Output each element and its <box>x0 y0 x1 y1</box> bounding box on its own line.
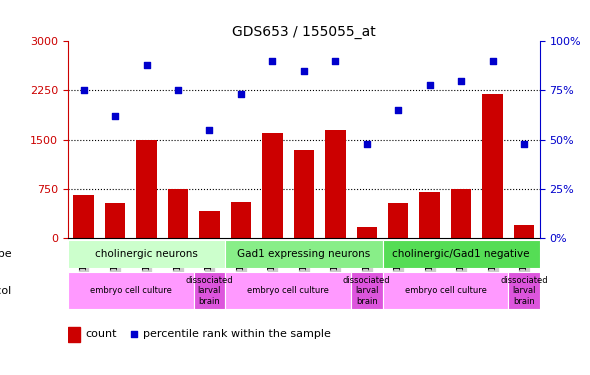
Bar <box>382 272 509 309</box>
Text: embryo cell culture: embryo cell culture <box>247 286 329 295</box>
Text: cholinergic/Gad1 negative: cholinergic/Gad1 negative <box>392 249 530 259</box>
Bar <box>194 272 225 309</box>
Title: GDS653 / 155055_at: GDS653 / 155055_at <box>232 25 376 39</box>
Bar <box>294 150 314 238</box>
Bar <box>382 240 540 268</box>
Bar <box>68 272 194 309</box>
Bar <box>351 272 382 309</box>
Bar <box>356 226 377 238</box>
Bar <box>225 272 351 309</box>
Point <box>425 82 434 88</box>
Bar <box>168 189 188 238</box>
Bar <box>68 327 80 342</box>
Bar <box>68 240 225 268</box>
Text: dissociated
larval
brain: dissociated larval brain <box>186 276 233 306</box>
Bar <box>419 192 440 238</box>
Bar <box>136 140 157 238</box>
Point <box>236 92 245 98</box>
Point <box>519 141 529 147</box>
Point <box>110 113 120 119</box>
Text: cholinergic neurons: cholinergic neurons <box>95 249 198 259</box>
Bar <box>388 203 408 238</box>
Point <box>129 332 139 338</box>
Bar <box>451 189 471 238</box>
Point <box>268 58 277 64</box>
Text: dissociated
larval
brain: dissociated larval brain <box>500 276 548 306</box>
Bar <box>105 203 125 238</box>
Text: embryo cell culture: embryo cell culture <box>90 286 172 295</box>
Point <box>394 107 403 113</box>
Point <box>142 62 151 68</box>
Bar <box>483 94 503 238</box>
Point <box>299 68 309 74</box>
Text: dissociated
larval
brain: dissociated larval brain <box>343 276 391 306</box>
Text: percentile rank within the sample: percentile rank within the sample <box>143 329 331 339</box>
Text: Gad1 expressing neurons: Gad1 expressing neurons <box>237 249 371 259</box>
Bar <box>514 225 535 238</box>
Bar <box>73 195 94 238</box>
Point <box>457 78 466 84</box>
Point <box>488 58 497 64</box>
Point <box>362 141 372 147</box>
Text: protocol: protocol <box>0 286 11 296</box>
Text: cell type: cell type <box>0 249 11 259</box>
Point <box>79 87 88 93</box>
Text: embryo cell culture: embryo cell culture <box>405 286 486 295</box>
Bar <box>231 202 251 238</box>
Point <box>173 87 183 93</box>
Bar <box>509 272 540 309</box>
Text: count: count <box>86 329 117 339</box>
Bar <box>225 240 382 268</box>
Bar <box>262 133 283 238</box>
Point <box>330 58 340 64</box>
Bar <box>325 130 346 238</box>
Point <box>205 127 214 133</box>
Bar <box>199 211 219 238</box>
